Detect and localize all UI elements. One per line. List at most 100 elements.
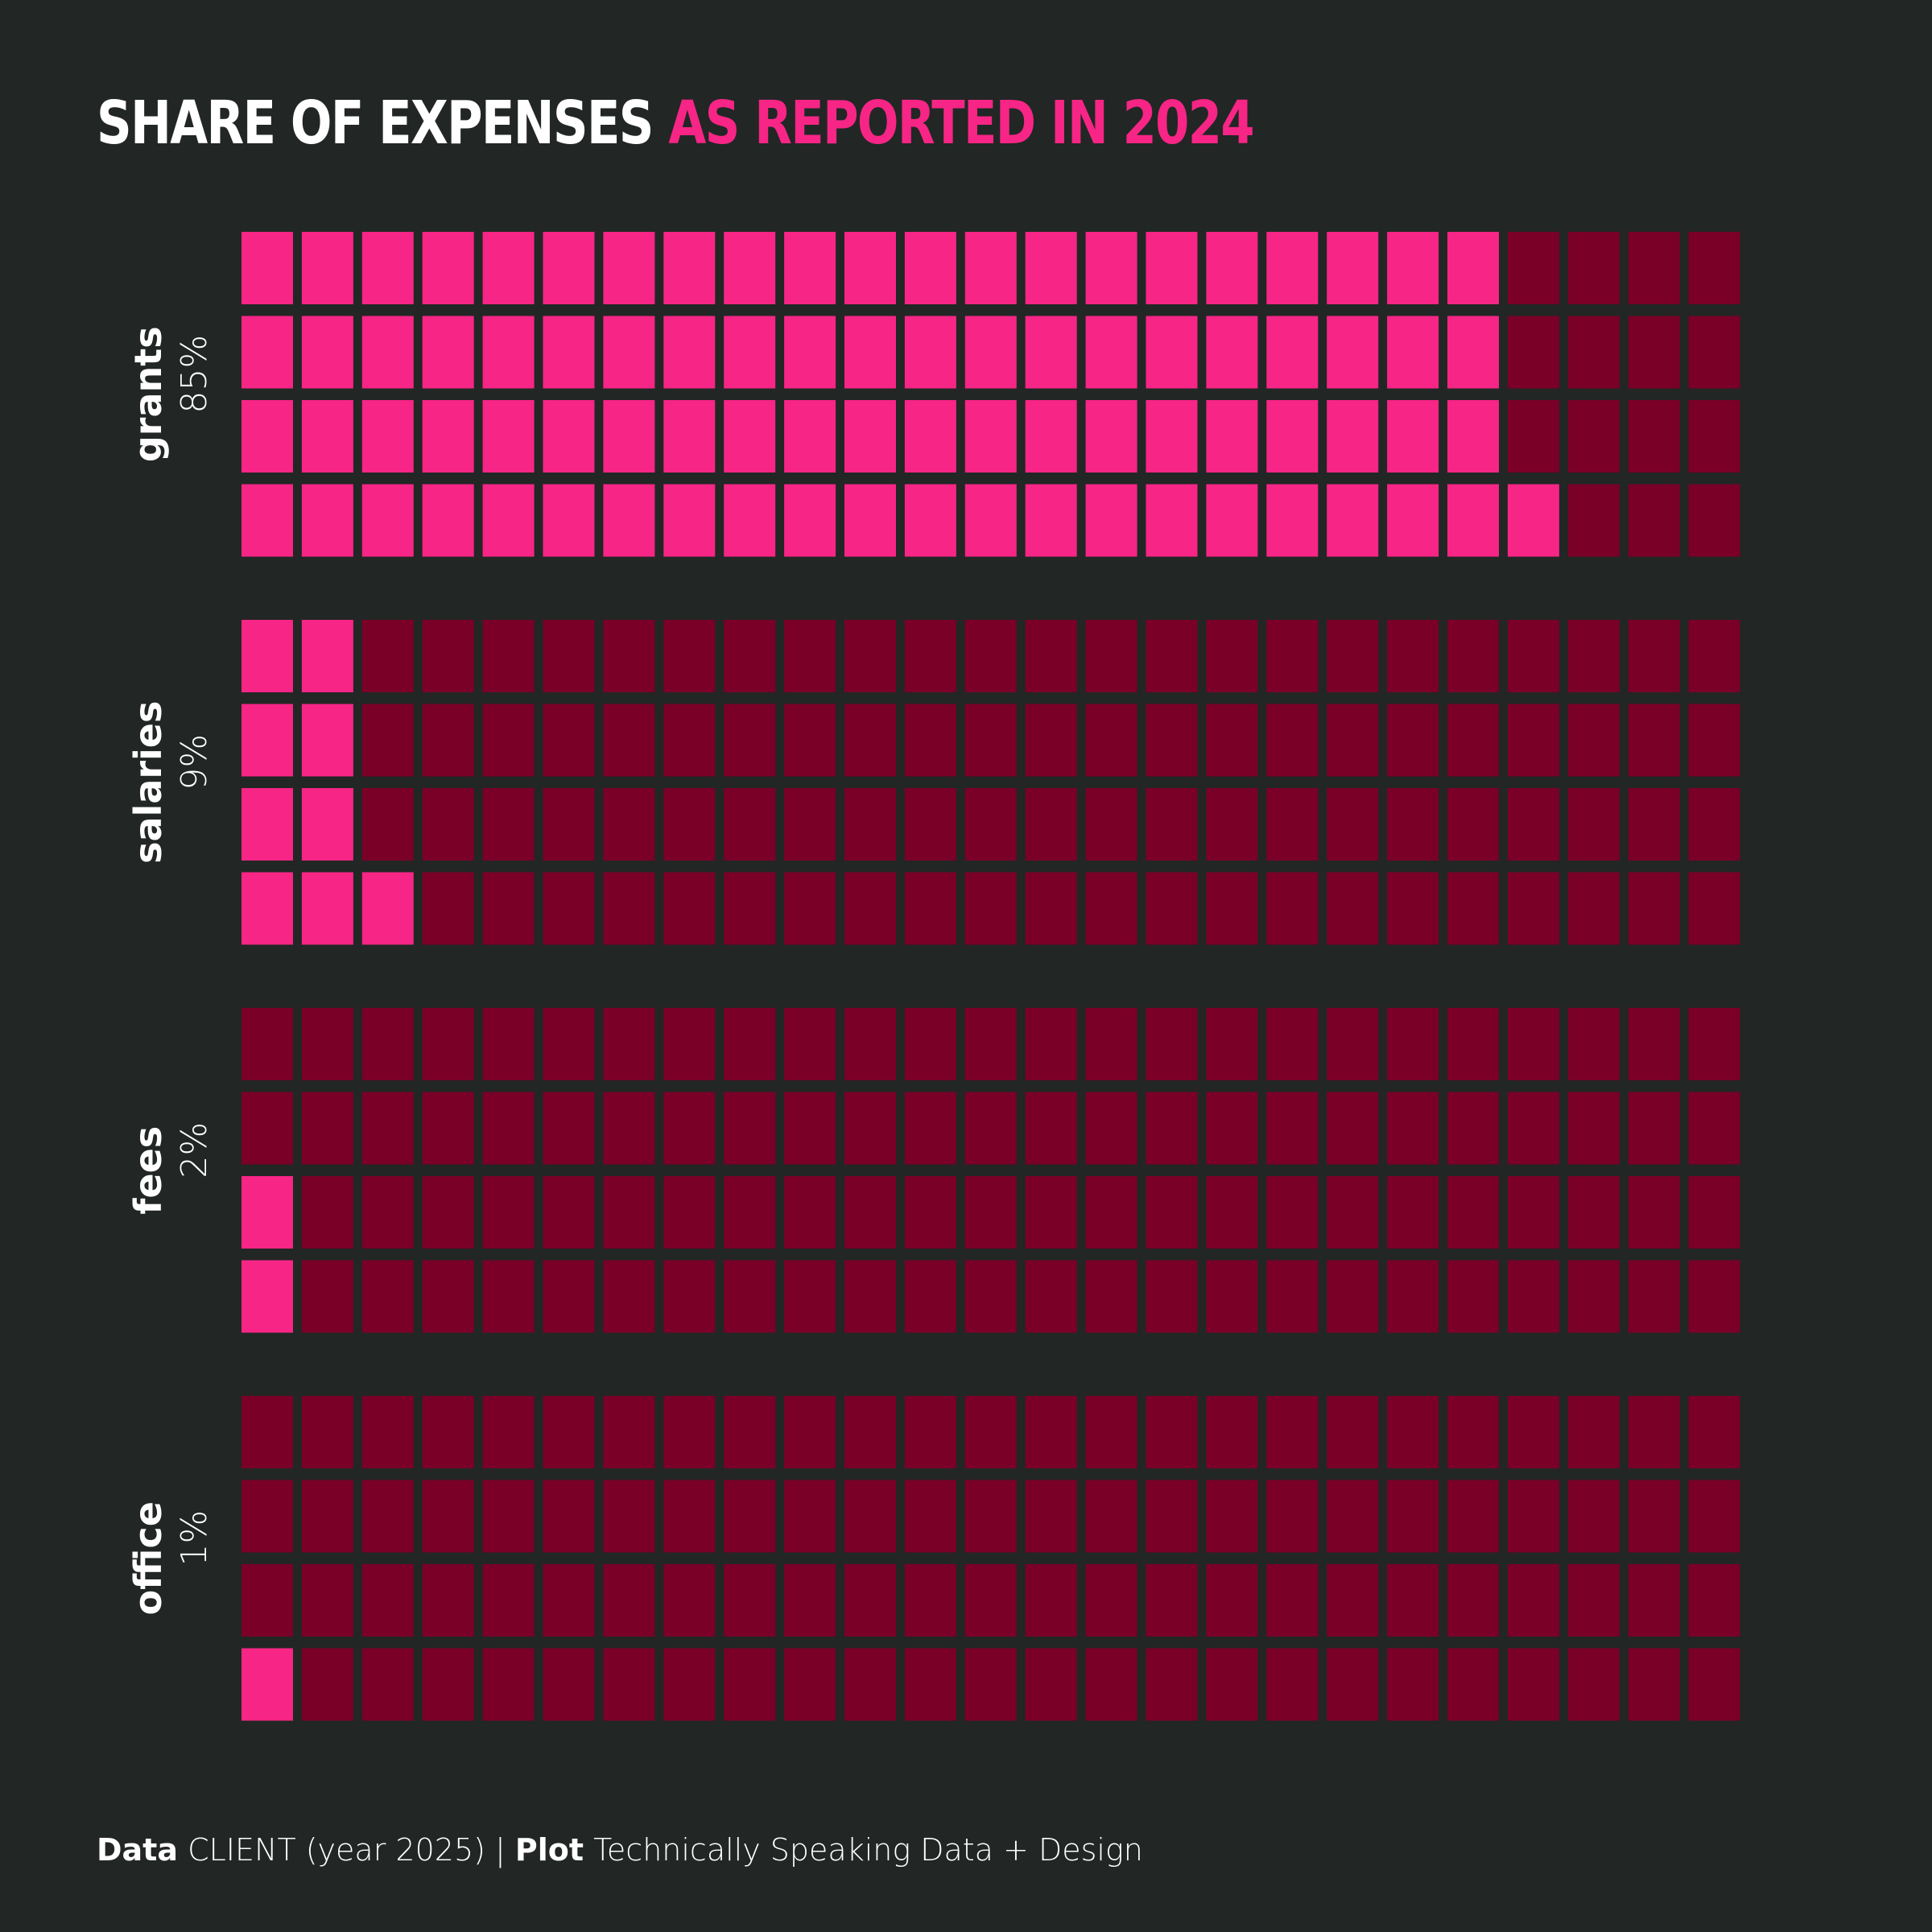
waffle-cell-empty [1447, 1176, 1499, 1249]
waffle-cell-filled [1387, 232, 1439, 304]
waffle-cell-empty [1085, 1396, 1137, 1468]
waffle-cell-empty [361, 1260, 414, 1333]
caption-data-text: CLIENT (year 2025) | [188, 1832, 506, 1868]
waffle-cell-empty [1507, 1396, 1559, 1468]
waffle-cell-empty [1206, 1648, 1258, 1721]
waffle-cell-empty [784, 1480, 836, 1553]
waffle-cell-empty [904, 704, 956, 777]
waffle-cell-empty [543, 1176, 595, 1249]
waffle-cell-empty [784, 1396, 836, 1468]
waffle-cell-filled [844, 316, 896, 389]
waffle-cell-empty [844, 620, 896, 692]
waffle-cell-empty [663, 872, 716, 945]
waffle-cell-empty [1146, 1480, 1198, 1553]
waffle-cell-filled [242, 788, 293, 861]
waffle-cell-empty [1628, 872, 1680, 945]
waffle-cell-empty [844, 1564, 896, 1637]
waffle-cell-empty [1447, 1564, 1499, 1637]
waffle-cell-empty [1206, 1480, 1258, 1553]
category-label: fees [126, 1126, 170, 1215]
waffle-cell-filled [904, 316, 956, 389]
waffle-cell-filled [904, 232, 956, 304]
waffle-cell-empty [1387, 1008, 1439, 1080]
waffle-cell-empty [724, 1648, 776, 1721]
waffle-cell-filled [242, 400, 293, 473]
waffle-cell-empty [603, 704, 655, 777]
waffle-cell-empty [1507, 232, 1559, 304]
waffle-cell-empty [1266, 1260, 1319, 1333]
waffle-cell-empty [543, 1008, 595, 1080]
waffle-cell-empty [1688, 316, 1740, 389]
category-percent-label: 85% [174, 335, 215, 414]
waffle-cell-filled [1447, 232, 1499, 304]
waffle-cell-filled [543, 484, 595, 557]
waffle-cell-filled [301, 704, 353, 777]
waffle-cell-empty [724, 620, 776, 692]
waffle-cell-empty [1507, 1564, 1559, 1637]
waffle-cell-empty [361, 1648, 414, 1721]
waffle-cell-empty [1206, 788, 1258, 861]
waffle-cell-empty [301, 1092, 353, 1165]
waffle-cell-empty [1507, 316, 1559, 389]
waffle-cell-filled [1266, 400, 1319, 473]
waffle-cell-empty [1146, 1008, 1198, 1080]
waffle-cell-empty [663, 1480, 716, 1553]
waffle-cell-empty [242, 1092, 293, 1165]
waffle-cell-filled [964, 400, 1017, 473]
waffle-cell-empty [1206, 704, 1258, 777]
waffle-cell-empty [1387, 1396, 1439, 1468]
waffle-cell-empty [1266, 788, 1319, 861]
waffle-cell-empty [1085, 1480, 1137, 1553]
waffle-cell-empty [904, 1480, 956, 1553]
waffle-cell-empty [1507, 872, 1559, 945]
waffle-cell-empty [422, 1176, 474, 1249]
waffle-cell-empty [1628, 1480, 1680, 1553]
waffle-cell-empty [904, 1564, 956, 1637]
waffle-cell-filled [784, 484, 836, 557]
waffle-cell-empty [1146, 620, 1198, 692]
waffle-cell-filled [1387, 484, 1439, 557]
waffle-cell-empty [482, 1564, 535, 1637]
waffle-cell-empty [422, 704, 474, 777]
waffle-cell-empty [603, 1480, 655, 1553]
waffle-cell-empty [784, 872, 836, 945]
waffle-cell-empty [1387, 1092, 1439, 1165]
waffle-cell-filled [1387, 316, 1439, 389]
waffle-cell-empty [1567, 484, 1620, 557]
waffle-cell-empty [482, 788, 535, 861]
waffle-cell-empty [603, 620, 655, 692]
category-group-grants: grants 85% [126, 232, 1740, 557]
waffle-cell-empty [964, 1564, 1017, 1637]
waffle-cell-empty [603, 1176, 655, 1249]
chart-title: SHARE OF EXPENSES AS REPORTED IN 2024 [97, 89, 1255, 158]
waffle-cell-empty [1567, 232, 1620, 304]
waffle-cell-filled [724, 316, 776, 389]
waffle-cell-filled [784, 232, 836, 304]
waffle-cell-empty [1327, 788, 1379, 861]
waffle-cell-filled [1327, 232, 1379, 304]
waffle-cell-empty [1085, 1008, 1137, 1080]
waffle-cell-filled [1206, 316, 1258, 389]
waffle-cell-empty [1447, 1008, 1499, 1080]
waffle-cell-empty [361, 1396, 414, 1468]
waffle-cell-empty [543, 1260, 595, 1333]
waffle-cell-empty [724, 704, 776, 777]
waffle-cell-filled [1146, 232, 1198, 304]
waffle-cell-filled [663, 316, 716, 389]
category-group-office: office 1% [126, 1396, 1740, 1721]
waffle-cell-empty [1327, 1176, 1379, 1249]
waffle-cell-empty [361, 1564, 414, 1637]
waffle-cell-empty [422, 1260, 474, 1333]
waffle-cell-empty [964, 1176, 1017, 1249]
waffle-cell-empty [301, 1564, 353, 1637]
waffle-cell-empty [1567, 1260, 1620, 1333]
waffle-cell-empty [724, 1260, 776, 1333]
waffle-cell-empty [422, 872, 474, 945]
waffle-cell-empty [482, 620, 535, 692]
waffle-cell-filled [242, 232, 293, 304]
category-percent-label: 2% [174, 1122, 215, 1179]
waffle-cell-filled [242, 484, 293, 557]
waffle-cell-empty [964, 1260, 1017, 1333]
waffle-cell-empty [1146, 1176, 1198, 1249]
waffle-cell-empty [1327, 620, 1379, 692]
